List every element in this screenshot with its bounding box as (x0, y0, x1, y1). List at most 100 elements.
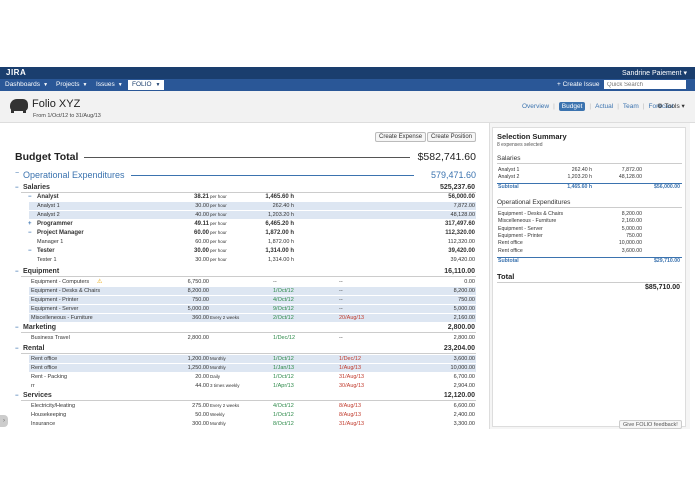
chevron-down-icon: ▾ (683, 70, 687, 77)
row-total: 48,128.00 (450, 212, 475, 218)
budget-item-row[interactable]: Equipment - Computers ⚠ 6,750.00 -- -- 0.00 (29, 278, 476, 286)
budget-item-row[interactable]: Analyst 1 30.00 per hour 262.40 h 7,872.00 (29, 202, 476, 210)
collapse-toggle[interactable]: − (15, 269, 19, 275)
nav-issues[interactable]: Issues ▼ (96, 81, 123, 88)
tab-actual[interactable]: Actual (595, 103, 614, 110)
budget-item-row[interactable]: Equipment - Server 5,000.00 9/Oct/12 -- 5,00… (29, 305, 476, 313)
feedback-button[interactable]: Give FOLIO feedback! (619, 420, 682, 429)
create-issue-button[interactable]: + Create Issue (557, 81, 600, 88)
create-position-button[interactable]: Create Position (427, 132, 477, 142)
row-amount: 20.00 (195, 374, 209, 380)
row-frequency: per hour (210, 212, 227, 217)
budget-group-row[interactable]: − Analyst 38.21 per hour 1,465.60 h 56,000.00 (28, 193, 476, 201)
selection-total-value: $85,710.00 (644, 284, 680, 291)
row-end-date: -- (339, 335, 343, 341)
row-total: 0.00 (464, 279, 475, 285)
row-amount: 30.00 (193, 248, 209, 254)
tab-team[interactable]: Team (622, 103, 639, 110)
budget-item-row[interactable]: Rent office 1,250.00 Monthly 1/Jan/13 1/Aug/… (29, 364, 476, 372)
collapse-toggle[interactable]: − (28, 194, 32, 200)
budget-section-row[interactable]: − Services 12,120.00 (15, 391, 476, 401)
tab-separator: | (642, 103, 645, 110)
row-frequency: Weekly (210, 412, 225, 417)
budget-item-row[interactable]: Tester 1 30.00 per hour 1,314.00 h 39,420.00 (29, 256, 476, 264)
tools-menu[interactable]: ⚙ Tools ▾ (657, 102, 685, 110)
row-total: 16,110.00 (444, 268, 475, 275)
row-total: 10,000.00 (450, 365, 475, 371)
row-total: 2,400.00 (453, 412, 475, 418)
row-total: 56,000.00 (448, 194, 475, 200)
budget-group-row[interactable]: + Programmer 49.11 per hour 6,465.20 h 317,49… (28, 220, 476, 228)
row-label: Project Manager (37, 230, 84, 236)
quick-search-input[interactable] (604, 80, 686, 89)
tools-label: Tools (664, 103, 680, 110)
row-amount: 44.00 (195, 383, 209, 389)
collapse-toggle[interactable]: − (15, 346, 19, 352)
folio-header: Folio XYZ From 1/Oct/12 to 31/Aug/13 Ove… (0, 91, 695, 123)
nav-projects[interactable]: Projects ▼ (56, 81, 87, 88)
budget-section-row[interactable]: − Marketing 2,800.00 (15, 323, 476, 333)
budget-item-row[interactable]: Manager 1 60.00 per hour 1,872.00 h 112,320.… (29, 238, 476, 246)
chevron-down-icon: ▼ (117, 82, 123, 88)
row-frequency: Monthly (210, 421, 226, 426)
row-frequency: Every 2 weeks (210, 403, 240, 408)
jira-logo[interactable]: JIRA (6, 68, 27, 77)
budget-item-row[interactable]: rr 44.00 3 times weekly 1/Apr/13 30/Aug/13 2,… (29, 382, 476, 390)
budget-section-row[interactable]: − Salaries 525,237.60 (15, 183, 476, 193)
budget-item-row[interactable]: Housekeeping 50.00 Weekly 1/Oct/12 8/Aug/13 2… (29, 411, 476, 419)
budget-section-row[interactable]: − Equipment 16,110.00 (15, 267, 476, 277)
row-end-date: -- (339, 306, 343, 312)
row-label: Analyst 1 (37, 203, 60, 209)
budget-item-row[interactable]: Business Travel 2,800.00 1/Dec/12 -- 2,800.0… (29, 334, 476, 342)
row-label: Housekeeping (31, 412, 67, 418)
tab-budget[interactable]: Budget (558, 102, 586, 111)
collapse-toggle[interactable]: − (28, 230, 32, 236)
chevron-down-icon: ▾ (681, 103, 685, 110)
budget-item-row[interactable]: Analyst 2 40.00 per hour 1,203.20 h 48,128.0… (29, 211, 476, 219)
piggy-bank-icon (10, 99, 28, 113)
row-amount: 30.00 (195, 203, 209, 209)
budget-group-row[interactable]: − Project Manager 60.00 per hour 1,872.00 h 1… (28, 229, 476, 237)
budget-section-row[interactable]: − Rental 23,204.00 (15, 344, 476, 354)
selection-opex-heading: Operational Expenditures (497, 199, 571, 206)
row-total: 2,160.00 (453, 315, 475, 321)
collapse-toggle[interactable]: − (15, 393, 19, 399)
collapse-toggle[interactable]: − (15, 325, 19, 331)
collapse-toggle[interactable]: − (28, 248, 32, 254)
tab-overview[interactable]: Overview (522, 103, 550, 110)
row-end-date: 20/Aug/13 (339, 315, 365, 321)
row-label: Electricity/Heating (31, 403, 76, 409)
chevron-down-icon: ▼ (82, 82, 88, 88)
row-total: 525,237.60 (439, 184, 475, 191)
row-label: Miscelleneous - Furniture (31, 315, 93, 321)
user-menu[interactable]: Sandrine Paiement ▾ (622, 69, 687, 77)
row-amount: 60.00 (195, 239, 209, 245)
create-expense-button[interactable]: Create Expense (375, 132, 427, 142)
budget-item-row[interactable]: Insurance 300.00 Monthly 8/Oct/12 31/Aug/13 3… (29, 420, 476, 428)
nav-dashboards[interactable]: Dashboards ▼ (5, 81, 48, 88)
budget-item-row[interactable]: Rent - Packing 20.00 Daily 1/Oct/12 31/Aug/1… (29, 373, 476, 381)
row-total: 2,800.00 (447, 324, 475, 331)
selection-row-label: Equipment - Server (498, 225, 543, 232)
row-start-date: 9/Oct/12 (273, 306, 294, 312)
row-hours: 1,314.00 h (265, 248, 294, 254)
panel-expand-handle[interactable]: › (0, 415, 8, 427)
collapse-toggle[interactable]: − (15, 170, 20, 177)
budget-item-row[interactable]: Electricity/Heating 275.00 Every 2 weeks 4/… (29, 402, 476, 410)
row-amount: 6,750.00 (187, 279, 209, 285)
budget-item-row[interactable]: Equipment - Printer 750.00 4/Oct/12 -- 750.0… (29, 296, 476, 304)
row-start-date: -- (273, 279, 277, 285)
tab-forecast[interactable]: Forecast (648, 103, 674, 110)
nav-folio[interactable]: FOLIO ▼ (128, 80, 165, 90)
budget-group-row[interactable]: − Tester 30.00 per hour 1,314.00 h 39,420.00 (28, 247, 476, 255)
budget-item-row[interactable]: Rent office 1,200.00 Monthly 1/Oct/12 1/Dec/… (29, 355, 476, 363)
page-title: Folio XYZ (32, 98, 81, 110)
selection-row-amount: 48,128.00 (618, 174, 642, 180)
budget-item-row[interactable]: Equipment - Desks & Chairs 8,200.00 1/Oct/… (29, 287, 476, 295)
row-start-date: 1/Oct/12 (273, 412, 294, 418)
row-label: Equipment - Desks & Chairs (31, 288, 101, 294)
expand-toggle[interactable]: + (28, 221, 32, 227)
collapse-toggle[interactable]: − (15, 185, 19, 191)
budget-item-row[interactable]: Miscelleneous - Furniture 360.00 Every 2 w… (29, 314, 476, 322)
row-amount: 49.11 (194, 221, 209, 227)
